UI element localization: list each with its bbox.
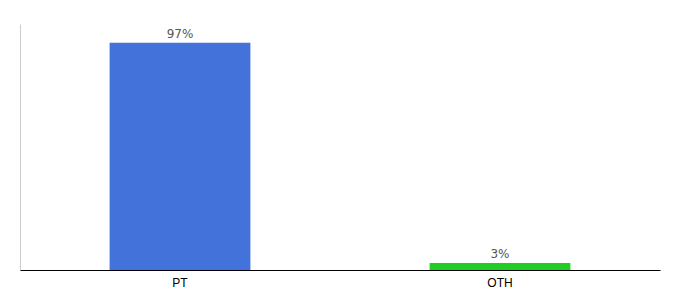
x-axis: PT OTH xyxy=(21,270,661,290)
x-tick: PT xyxy=(172,270,188,290)
bar xyxy=(110,43,251,270)
x-tick-label: OTH xyxy=(487,276,512,290)
plot: PT OTH 97% 3% xyxy=(21,25,661,290)
y-axis-line xyxy=(20,25,21,271)
x-tick-label: PT xyxy=(172,276,188,290)
data-label: 3% xyxy=(490,247,509,261)
x-axis-line xyxy=(21,270,661,271)
bar xyxy=(430,263,571,270)
y-axis xyxy=(20,25,21,271)
chart: PT OTH 97% 3% xyxy=(0,0,680,300)
bars xyxy=(110,43,571,270)
x-tick: OTH xyxy=(487,270,512,290)
data-label: 97% xyxy=(167,27,194,41)
data-labels: 97% 3% xyxy=(167,27,510,261)
